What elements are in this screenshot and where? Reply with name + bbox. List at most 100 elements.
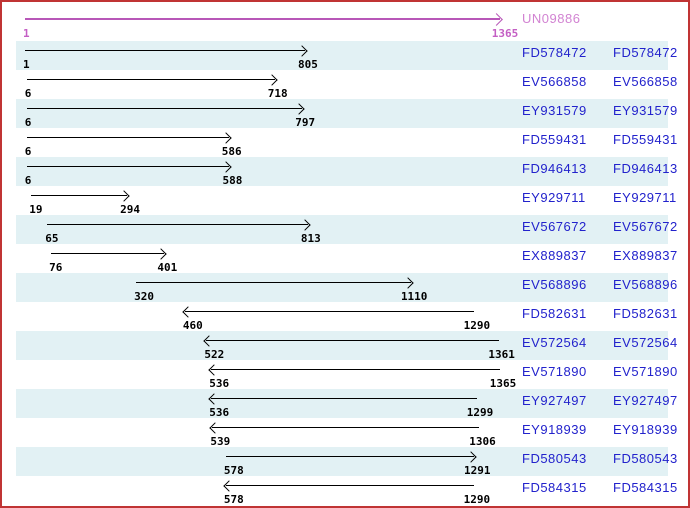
- alignment-arrow: [203, 335, 499, 347]
- row-shading: [16, 99, 668, 128]
- arrowhead-left-icon: [208, 364, 220, 376]
- start-coordinate: 320: [134, 290, 154, 303]
- sequence-row: 539 1306 EY918939 EY918939: [0, 418, 690, 448]
- start-coordinate: 76: [49, 261, 63, 274]
- alignment-arrow: [26, 132, 232, 144]
- accession-link-2[interactable]: FD946413: [613, 161, 678, 176]
- accession-link-2[interactable]: EV566858: [613, 74, 678, 89]
- accession-link-2[interactable]: EY931579: [613, 103, 678, 118]
- arrowhead-left-icon: [223, 480, 235, 492]
- accession-link[interactable]: EV571890: [522, 364, 587, 379]
- accession-link[interactable]: FD578472: [522, 45, 587, 60]
- accession-link-2[interactable]: EY927497: [613, 393, 678, 408]
- accession-link-2[interactable]: EV572564: [613, 335, 678, 350]
- alignment-arrow: [31, 190, 130, 202]
- sequence-row: 6 586 FD559431 FD559431: [0, 128, 690, 158]
- accession-link[interactable]: EV568896: [522, 277, 587, 292]
- start-coordinate: 536: [209, 406, 230, 419]
- accession-link-2[interactable]: FD580543: [613, 451, 678, 466]
- arrowhead-left-icon: [209, 422, 222, 434]
- accession-link[interactable]: FD559431: [522, 132, 587, 147]
- start-coordinate: 578: [223, 464, 244, 477]
- cluster-alignment-arrow: [25, 13, 503, 26]
- start-coordinate: 578: [223, 493, 244, 506]
- alignment-arrow: [26, 103, 305, 115]
- accession-link[interactable]: FD584315: [522, 480, 587, 495]
- row-shading: [16, 41, 668, 70]
- end-coordinate: 1361: [488, 348, 515, 361]
- end-coordinate: 401: [157, 261, 178, 274]
- accession-link[interactable]: EY927497: [522, 393, 587, 408]
- accession-link-2[interactable]: FD584315: [613, 480, 678, 495]
- row-shading: [16, 331, 668, 360]
- start-coordinate: 539: [210, 435, 231, 448]
- accession-link-2[interactable]: EV571890: [613, 364, 678, 379]
- sequence-row: 1 805 FD578472 FD578472: [0, 41, 690, 71]
- alignment-arrow: [209, 422, 480, 434]
- start-coordinate: 6: [24, 145, 32, 158]
- accession-link[interactable]: EV566858: [522, 74, 587, 89]
- end-coordinate: 586: [221, 145, 242, 158]
- accession-link-2[interactable]: EV567672: [613, 219, 678, 234]
- alignment-arrow: [225, 451, 477, 463]
- start-coordinate: 65: [45, 232, 59, 245]
- accession-link-2[interactable]: EV568896: [613, 277, 678, 292]
- accession-link-2[interactable]: EY929711: [613, 190, 677, 205]
- alignment-arrow: [47, 219, 311, 231]
- end-coordinate: 805: [298, 58, 318, 71]
- sequence-row: 522 1361 EV572564 EV572564: [0, 331, 690, 361]
- accession-link-2[interactable]: EY918939: [613, 422, 678, 437]
- sequence-row: 578 1290 FD584315 FD584315: [0, 476, 690, 506]
- accession-link-2[interactable]: FD578472: [613, 45, 678, 60]
- start-coordinate: 522: [204, 348, 225, 361]
- accession-link-2[interactable]: FD582631: [613, 306, 678, 321]
- arrowhead-right-icon: [266, 74, 278, 86]
- sequence-row: 6 588 FD946413 FD946413: [0, 157, 690, 187]
- alignment-arrow: [26, 161, 233, 173]
- start-coordinate: 536: [209, 377, 230, 390]
- accession-link[interactable]: FD582631: [522, 306, 587, 321]
- alignment-arrow: [208, 393, 477, 405]
- accession-link-2[interactable]: EX889837: [613, 248, 678, 263]
- accession-link-2[interactable]: FD559431: [613, 132, 678, 147]
- arrowhead-right-icon: [220, 132, 232, 144]
- start-coordinate: 6: [24, 116, 32, 129]
- end-coordinate: 718: [267, 87, 288, 100]
- sequence-row: 6 718 EV566858 EV566858: [0, 70, 690, 100]
- accession-link[interactable]: EV572564: [522, 335, 587, 350]
- cluster-id-link[interactable]: UN09886: [522, 11, 581, 26]
- accession-link[interactable]: EY931579: [522, 103, 587, 118]
- row-shading: [16, 447, 668, 476]
- end-coordinate: 813: [300, 232, 321, 245]
- accession-link[interactable]: EV567672: [522, 219, 587, 234]
- accession-link[interactable]: FD580543: [522, 451, 587, 466]
- arrowhead-right-icon: [155, 248, 167, 260]
- accession-link[interactable]: FD946413: [522, 161, 587, 176]
- sequence-row: 320 1110 EV568896 EV568896: [0, 273, 690, 303]
- sequence-row: 6 797 EY931579 EY931579: [0, 99, 690, 129]
- sequence-row: 460 1290 FD582631 FD582631: [0, 302, 690, 332]
- arrowhead-right-icon: [490, 13, 503, 26]
- accession-link[interactable]: EY918939: [522, 422, 587, 437]
- start-coordinate: 19: [29, 203, 43, 216]
- alignment-arrow: [208, 364, 500, 376]
- row-shading: [16, 389, 668, 418]
- accession-link[interactable]: EY929711: [522, 190, 586, 205]
- alignment-arrow: [182, 306, 474, 318]
- end-coordinate: 1291: [463, 464, 491, 477]
- end-coordinate: 1110: [400, 290, 428, 303]
- sequence-row: 76 401 EX889837 EX889837: [0, 244, 690, 274]
- end-coordinate: 588: [222, 174, 243, 187]
- row-shading: [16, 273, 668, 302]
- sequence-row: 578 1291 FD580543 FD580543: [0, 447, 690, 477]
- end-coordinate: 1306: [469, 435, 496, 448]
- sequence-row: 19 294 EY929711 EY929711: [0, 186, 690, 216]
- alignment-arrow: [51, 248, 167, 260]
- sequence-row: 65 813 EV567672 EV567672: [0, 215, 690, 245]
- cluster-end-coordinate: 1365: [491, 27, 519, 40]
- end-coordinate: 1299: [466, 406, 494, 419]
- arrowhead-right-icon: [118, 190, 130, 202]
- accession-link[interactable]: EX889837: [522, 248, 587, 263]
- arrowhead-left-icon: [182, 306, 194, 318]
